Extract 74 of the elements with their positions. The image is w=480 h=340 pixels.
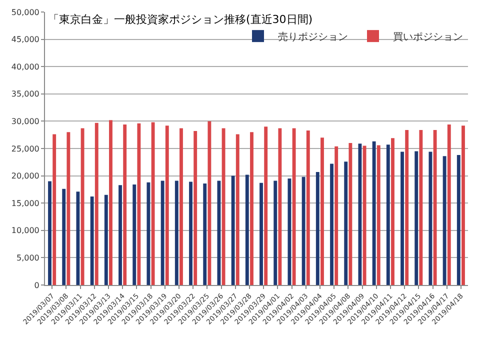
legend-label: 売りポジション	[278, 30, 348, 43]
bar	[447, 124, 451, 285]
y-tick-label: 30,000	[11, 117, 40, 126]
bar	[400, 152, 404, 285]
bar	[320, 138, 324, 285]
bar	[62, 188, 66, 285]
bar	[48, 181, 52, 285]
bar	[330, 164, 334, 285]
bar	[109, 120, 112, 285]
bar	[250, 132, 254, 285]
bar	[80, 128, 84, 285]
y-tick-label: 10,000	[11, 226, 40, 236]
bar	[292, 128, 296, 285]
bar	[260, 182, 263, 285]
bar	[94, 122, 98, 285]
bar	[302, 176, 306, 285]
bar	[189, 182, 192, 285]
y-tick-label: 45,000	[11, 35, 40, 44]
chart-title: 「東京白金」一般投資家ポジション推移(直近30日間)	[48, 13, 313, 26]
y-tick-label: 50,000	[11, 8, 40, 17]
bar	[264, 126, 268, 285]
y-tick-label: 15,000	[11, 198, 40, 208]
bar	[362, 146, 366, 285]
bar	[433, 130, 437, 285]
bar	[66, 132, 70, 285]
bar	[174, 180, 178, 285]
bar	[52, 134, 56, 285]
bar	[231, 176, 235, 285]
bar	[391, 138, 394, 285]
y-tick-label: 5,000	[16, 254, 40, 262]
bar	[236, 134, 240, 285]
bar	[104, 194, 108, 285]
bar	[372, 141, 376, 285]
legend-label: 買いポジション	[393, 32, 463, 43]
bar	[376, 145, 380, 285]
y-tick-label: 20,000	[11, 172, 40, 181]
bar	[414, 151, 418, 285]
bar	[123, 124, 127, 285]
bar	[194, 131, 198, 285]
bar	[132, 184, 136, 285]
bar	[180, 128, 183, 285]
bar	[419, 130, 423, 285]
bar	[278, 128, 282, 285]
bar	[146, 182, 150, 285]
bar	[245, 174, 249, 285]
bar	[274, 180, 278, 285]
bar	[344, 162, 348, 285]
bar	[462, 126, 465, 285]
bar	[288, 178, 292, 285]
bar	[386, 144, 390, 285]
y-tick-label: 25,000	[11, 144, 40, 154]
bar	[334, 146, 338, 285]
bar	[456, 155, 460, 285]
bar	[358, 144, 362, 285]
bar	[428, 152, 432, 285]
bar	[76, 192, 80, 285]
bar	[151, 122, 155, 285]
y-tick-label: 40,000	[11, 62, 40, 72]
bar	[118, 185, 122, 285]
bar	[203, 183, 207, 285]
bar	[306, 130, 310, 285]
bar	[208, 121, 212, 285]
y-tick-label: 35,000	[11, 90, 40, 99]
y-tick-label: 0	[34, 280, 40, 290]
bar	[348, 143, 352, 285]
bar	[165, 126, 169, 285]
bar	[217, 180, 221, 285]
bar	[405, 130, 409, 285]
bar	[90, 196, 94, 285]
bar	[316, 172, 320, 285]
bar	[160, 180, 164, 285]
bar	[442, 156, 446, 285]
bar	[137, 123, 141, 285]
bar	[222, 128, 226, 285]
